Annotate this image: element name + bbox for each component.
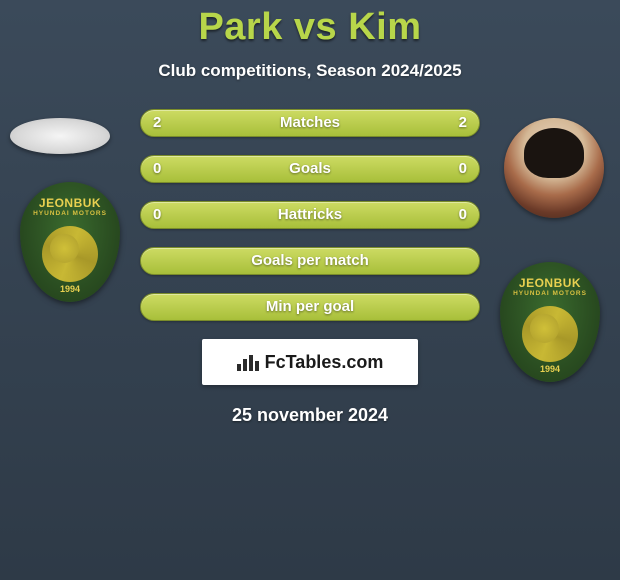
stat-label: Hattricks [141,202,479,228]
stat-row-goals-per-match: Goals per match [140,247,480,275]
branding-banner: FcTables.com [202,339,418,385]
club-badge-name: JEONBUK [500,276,600,290]
page-title: Park vs Kim [0,0,620,49]
stat-row-hattricks: 0 Hattricks 0 [140,201,480,229]
club-badge-year: 1994 [500,364,600,374]
branding-bars-icon [237,353,259,371]
stat-label: Goals [141,156,479,182]
player-right-photo [504,118,604,218]
stat-row-goals: 0 Goals 0 [140,155,480,183]
stat-value-right: 0 [459,156,467,182]
club-badge-name: JEONBUK [20,196,120,210]
stat-row-min-per-goal: Min per goal [140,293,480,321]
club-badge-left: JEONBUK HYUNDAI MOTORS 1994 [20,182,120,302]
club-badge-swirl-icon [522,306,578,362]
club-badge-subname: HYUNDAI MOTORS [20,210,120,217]
stat-row-matches: 2 Matches 2 [140,109,480,137]
player-left-photo [10,118,110,154]
stat-label: Min per goal [141,294,479,320]
stat-label: Goals per match [141,248,479,274]
club-badge-subname: HYUNDAI MOTORS [500,290,600,297]
club-badge-right: JEONBUK HYUNDAI MOTORS 1994 [500,262,600,382]
stats-container: 2 Matches 2 0 Goals 0 0 Hattricks 0 Goal… [140,109,480,321]
subtitle: Club competitions, Season 2024/2025 [0,61,620,81]
stat-value-right: 0 [459,202,467,228]
branding-text: FcTables.com [265,352,384,373]
stat-label: Matches [141,110,479,136]
stat-value-right: 2 [459,110,467,136]
club-badge-year: 1994 [20,284,120,294]
club-badge-swirl-icon [42,226,98,282]
date-text: 25 november 2024 [0,405,620,426]
